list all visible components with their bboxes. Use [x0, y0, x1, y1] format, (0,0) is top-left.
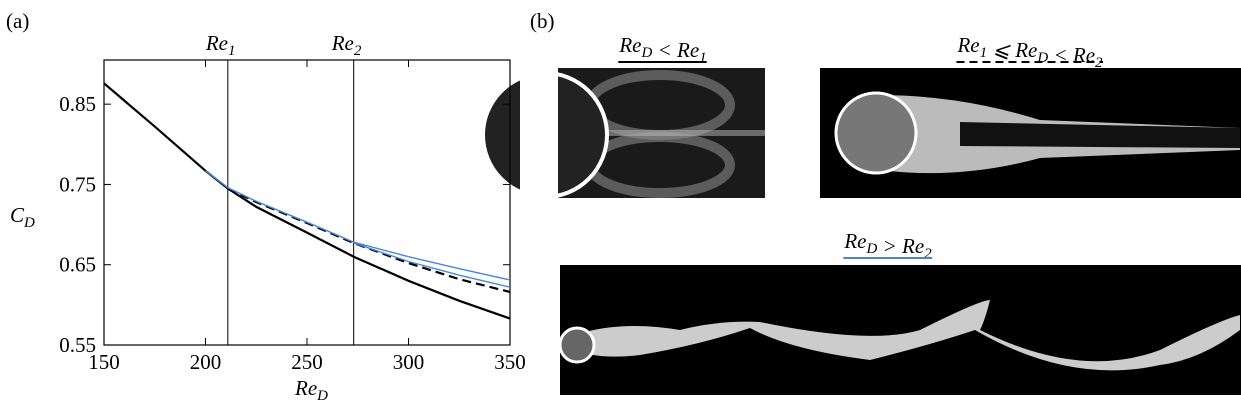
label-sub: D — [865, 241, 877, 257]
label-sub: 2 — [1095, 55, 1103, 71]
label-text: Re — [618, 33, 641, 57]
label-sub: D — [1036, 50, 1048, 66]
label-text: < Re — [1048, 43, 1095, 67]
label-sub: 2 — [924, 246, 932, 262]
panel-label: (a) — [6, 9, 29, 33]
flow-image — [820, 68, 1241, 198]
label-sub: D — [640, 45, 652, 61]
y-tick-label: 0.75 — [59, 172, 96, 196]
label-text: Re — [294, 376, 317, 400]
label-sub: D — [316, 388, 328, 404]
label-text: ⩽ Re — [987, 38, 1037, 62]
label-text: > Re — [877, 234, 924, 258]
label-sub: 2 — [354, 43, 362, 59]
flow-image — [481, 60, 765, 210]
x-axis-label: ReD — [294, 376, 328, 404]
y-axis-label: CD — [10, 203, 35, 231]
curve — [103, 82, 511, 320]
x-tick-label: 350 — [494, 350, 526, 374]
x-tick-label: 250 — [291, 350, 323, 374]
image-caption: Re1 ⩽ ReD < Re2 — [956, 33, 1103, 71]
label-text: < Re — [652, 38, 699, 62]
label-text: Re — [843, 229, 866, 253]
x-tick-label: 300 — [393, 350, 425, 374]
y-tick-label: 0.55 — [59, 333, 96, 357]
label-sub: 1 — [699, 50, 707, 66]
y-tick-label: 0.65 — [59, 253, 96, 277]
label-text: Re — [331, 31, 354, 55]
y-tick-label: 0.85 — [59, 92, 96, 116]
threshold-label: Re1 — [205, 31, 236, 59]
x-tick-label: 200 — [190, 350, 222, 374]
x-tick-label: 150 — [88, 350, 120, 374]
image-caption: ReD > Re2 — [843, 229, 932, 262]
label-sub: 1 — [980, 45, 988, 61]
plot-frame — [103, 59, 511, 346]
label-text: Re — [956, 33, 979, 57]
label-sub: D — [23, 215, 35, 231]
curve — [353, 242, 511, 288]
curve — [227, 187, 511, 294]
label-text: Re — [205, 31, 228, 55]
curve — [205, 170, 511, 281]
threshold-label: Re2 — [331, 31, 362, 59]
image-caption: ReD < Re1 — [618, 33, 706, 66]
flow-image — [558, 265, 1241, 395]
label-text: C — [10, 203, 25, 227]
panel-label: (b) — [530, 9, 555, 33]
label-sub: 1 — [228, 43, 236, 59]
